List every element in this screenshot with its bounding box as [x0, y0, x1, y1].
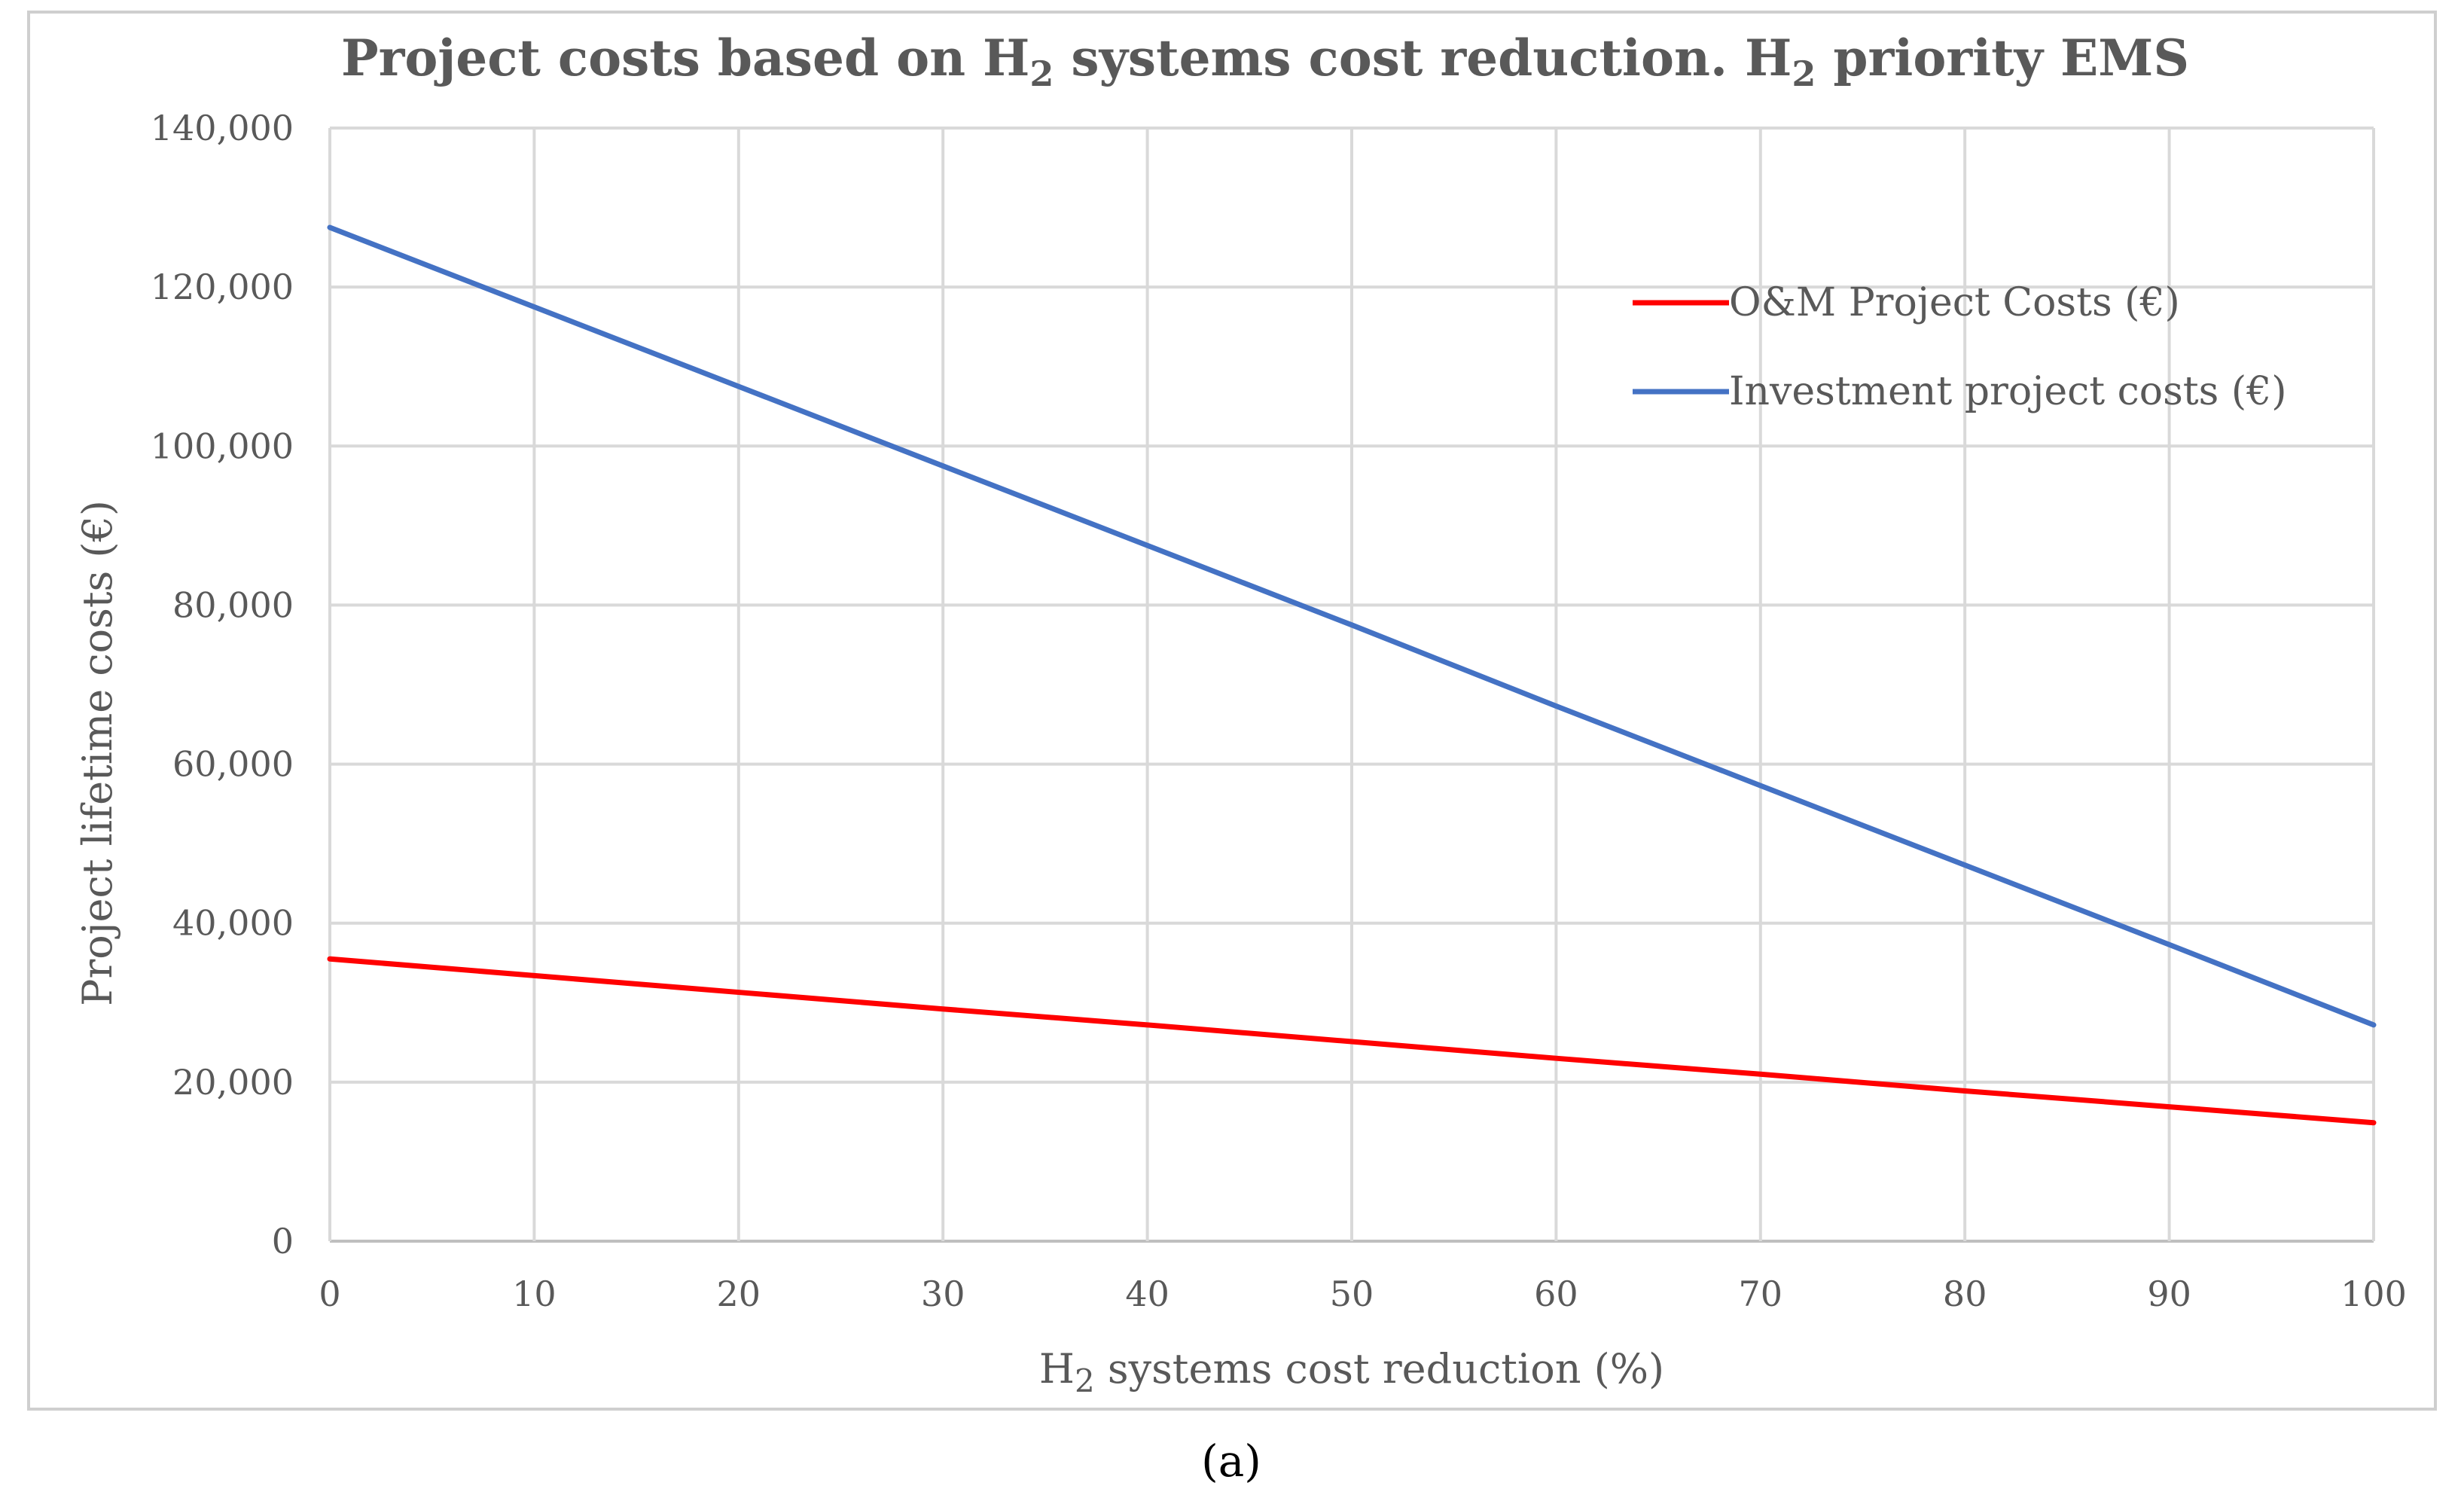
y-tick-label: 120,000: [151, 267, 294, 307]
chart-title: Project costs based on H2 systems cost r…: [341, 29, 2189, 94]
x-tick-label: 10: [512, 1274, 557, 1314]
x-tick-label: 50: [1330, 1274, 1374, 1314]
x-tick-label: 90: [2147, 1274, 2191, 1314]
x-tick-label: 80: [1943, 1274, 1987, 1314]
x-tick-label: 40: [1125, 1274, 1169, 1314]
y-tick-label: 40,000: [172, 903, 294, 944]
legend-label-2: Investment project costs (€): [1729, 369, 2287, 414]
data-series: [327, 224, 2377, 1126]
y-tick-label: 0: [272, 1221, 294, 1262]
x-tick-label: 70: [1739, 1274, 1783, 1314]
y-axis-title: Project lifetime costs (€): [74, 500, 121, 1006]
y-tick-label: 20,000: [172, 1062, 294, 1103]
chart-frame: [27, 11, 2437, 1411]
y-tick-label: 80,000: [172, 584, 294, 625]
legend-label-1: O&M Project Costs (€): [1729, 280, 2180, 325]
x-tick-label: 100: [2340, 1274, 2407, 1314]
x-axis-title: H2 systems cost reduction (%): [1039, 1345, 1664, 1399]
y-tick-label: 140,000: [151, 108, 294, 148]
y-tick-label: 60,000: [172, 744, 294, 785]
series-line-2: [327, 224, 2377, 1028]
figure-caption: (a): [1201, 1435, 1261, 1487]
x-tick-label: 20: [717, 1274, 761, 1314]
x-tick-label: 30: [921, 1274, 965, 1314]
series-line-1: [327, 956, 2377, 1126]
tick-labels: 0 20,000 40,000 60,000 80,000 100,000 120,000 1…: [151, 108, 2407, 1314]
y-tick-label: 100,000: [151, 426, 294, 466]
x-tick-label: 0: [319, 1274, 340, 1314]
gridlines: [328, 127, 2375, 1243]
x-tick-label: 60: [1534, 1274, 1578, 1314]
legend: O&M Project Costs (€) Investment project …: [1633, 280, 2287, 414]
